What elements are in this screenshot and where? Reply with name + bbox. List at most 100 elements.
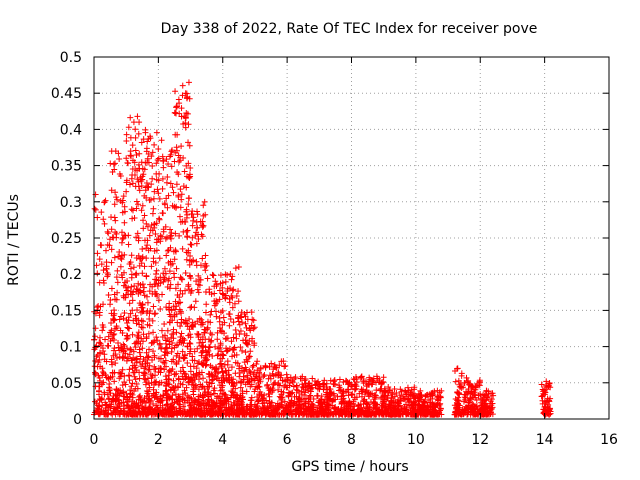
data-point bbox=[485, 390, 492, 397]
data-point bbox=[321, 382, 328, 389]
data-point bbox=[176, 299, 183, 306]
data-point bbox=[133, 151, 140, 158]
data-point bbox=[256, 374, 263, 381]
data-point bbox=[159, 291, 166, 298]
data-point bbox=[134, 230, 141, 237]
data-point bbox=[233, 402, 240, 409]
data-point bbox=[187, 394, 194, 401]
data-point bbox=[230, 334, 237, 341]
data-point bbox=[114, 392, 121, 399]
data-point bbox=[219, 279, 226, 286]
y-tick-label: 0.1 bbox=[60, 340, 82, 356]
data-point bbox=[123, 188, 130, 195]
data-point bbox=[205, 402, 212, 409]
data-point bbox=[168, 163, 175, 170]
data-point bbox=[219, 369, 226, 376]
data-point bbox=[160, 359, 167, 366]
data-point bbox=[454, 365, 461, 372]
data-point bbox=[229, 287, 236, 294]
data-point bbox=[153, 220, 160, 227]
data-point bbox=[301, 396, 308, 403]
data-point bbox=[119, 366, 126, 373]
data-point bbox=[153, 402, 160, 409]
data-point bbox=[100, 348, 107, 355]
data-point bbox=[142, 129, 149, 136]
data-point bbox=[259, 395, 266, 402]
data-point bbox=[208, 409, 215, 416]
data-point bbox=[166, 153, 173, 160]
data-point bbox=[146, 396, 153, 403]
data-point bbox=[137, 353, 144, 360]
data-point bbox=[388, 409, 395, 416]
data-point bbox=[351, 410, 358, 417]
data-point bbox=[456, 402, 463, 409]
data-point bbox=[210, 387, 217, 394]
data-point bbox=[177, 323, 184, 330]
data-point bbox=[143, 379, 150, 386]
data-point bbox=[455, 390, 462, 397]
data-point bbox=[145, 353, 152, 360]
x-tick-label: 14 bbox=[536, 432, 554, 448]
data-point bbox=[170, 330, 177, 337]
data-point bbox=[261, 392, 268, 399]
data-point bbox=[216, 400, 223, 407]
data-point bbox=[149, 162, 156, 169]
data-point bbox=[181, 168, 188, 175]
data-point bbox=[155, 146, 162, 153]
data-point bbox=[387, 404, 394, 411]
data-point bbox=[199, 255, 206, 262]
data-point bbox=[539, 400, 546, 407]
data-point bbox=[402, 401, 409, 408]
data-point bbox=[127, 387, 134, 394]
data-point bbox=[337, 386, 344, 393]
data-point bbox=[305, 404, 312, 411]
data-point bbox=[112, 396, 119, 403]
data-point bbox=[297, 401, 304, 408]
data-point bbox=[113, 404, 120, 411]
data-point bbox=[221, 391, 228, 398]
data-point bbox=[127, 390, 134, 397]
data-point bbox=[112, 229, 119, 236]
data-point bbox=[173, 203, 180, 210]
data-point bbox=[141, 370, 148, 377]
data-point bbox=[156, 195, 163, 202]
data-point bbox=[175, 281, 182, 288]
data-point bbox=[202, 309, 209, 316]
data-point bbox=[221, 319, 228, 326]
data-point bbox=[145, 184, 152, 191]
data-point bbox=[121, 251, 128, 258]
data-point bbox=[102, 336, 109, 343]
data-point bbox=[134, 176, 141, 183]
data-point bbox=[193, 262, 200, 269]
data-point bbox=[208, 337, 215, 344]
data-point bbox=[166, 268, 173, 275]
data-point bbox=[159, 153, 166, 160]
data-point bbox=[96, 356, 103, 363]
data-point bbox=[319, 408, 326, 415]
data-point bbox=[107, 329, 114, 336]
data-point bbox=[430, 411, 437, 418]
data-point bbox=[207, 362, 214, 369]
data-point bbox=[205, 383, 212, 390]
data-point bbox=[187, 375, 194, 382]
data-point bbox=[244, 316, 251, 323]
y-tick-label: 0.15 bbox=[51, 303, 82, 319]
data-point bbox=[288, 390, 295, 397]
data-point bbox=[116, 400, 123, 407]
data-point bbox=[194, 318, 201, 325]
x-tick-label: 0 bbox=[90, 432, 99, 448]
data-point bbox=[150, 329, 157, 336]
y-axis-title: ROTI / TECUs bbox=[6, 194, 22, 286]
data-point bbox=[205, 388, 212, 395]
data-point bbox=[169, 147, 176, 154]
data-point bbox=[204, 275, 211, 282]
data-point bbox=[290, 383, 297, 390]
data-point bbox=[106, 395, 113, 402]
data-point bbox=[103, 263, 110, 270]
data-point bbox=[98, 261, 105, 268]
data-point bbox=[120, 409, 127, 416]
data-point bbox=[239, 347, 246, 354]
data-point bbox=[157, 238, 164, 245]
data-point bbox=[150, 409, 157, 416]
data-point bbox=[327, 396, 334, 403]
